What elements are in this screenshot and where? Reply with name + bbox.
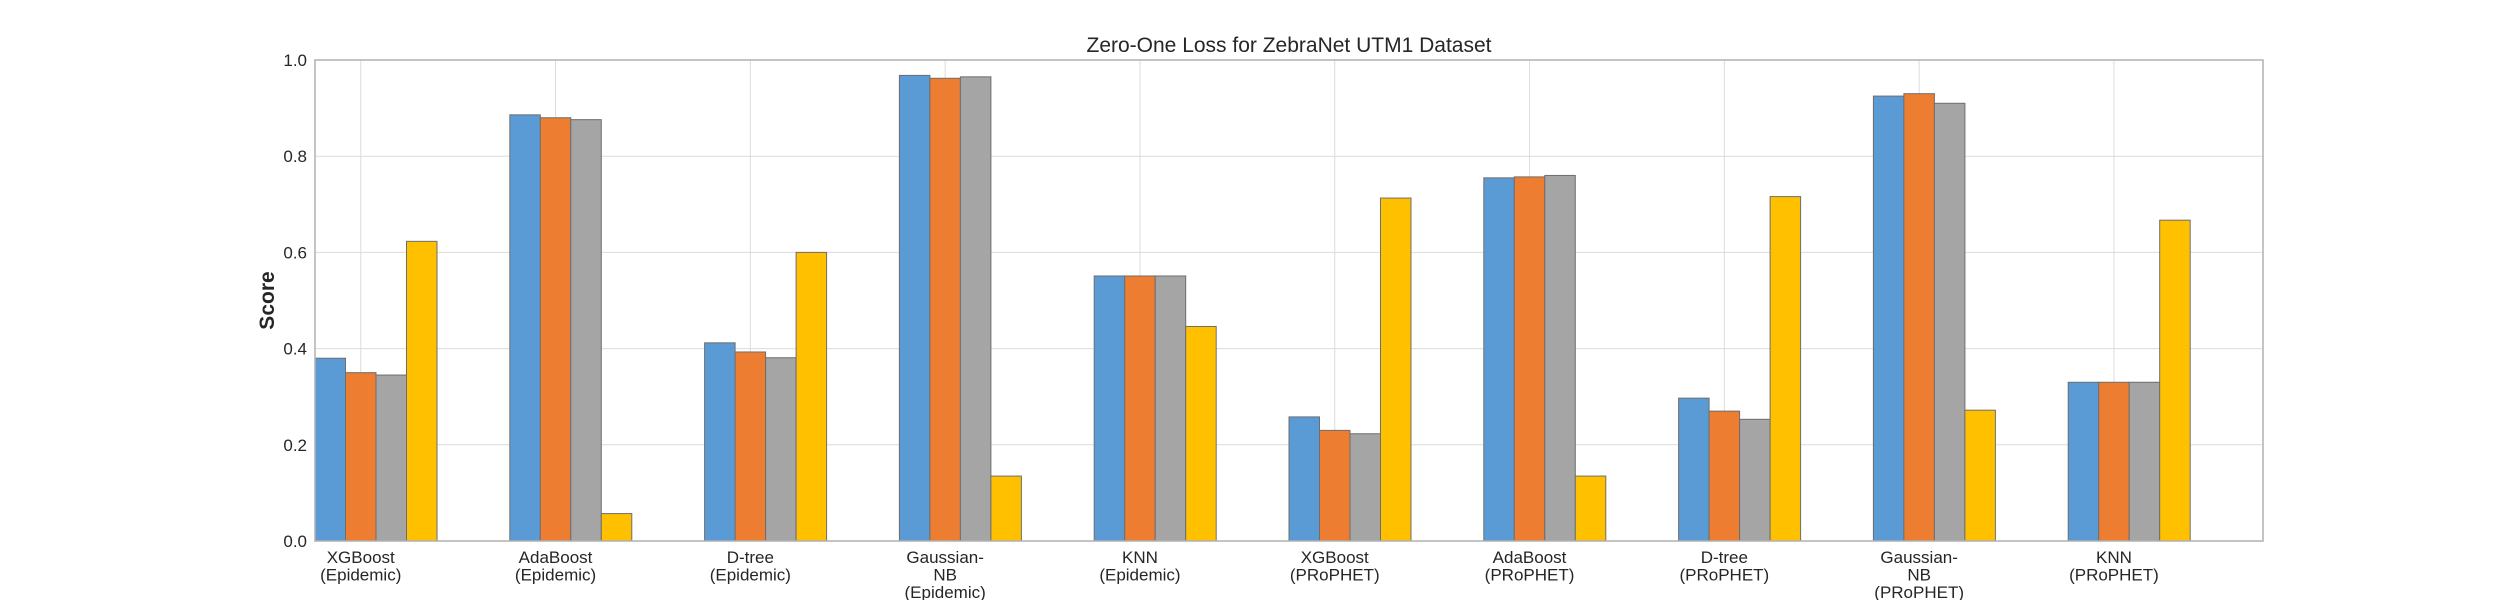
bar: [345, 372, 377, 542]
bar: [1903, 93, 1935, 542]
y-tick-labels: 0.0 0.2 0.4 0.6 0.8 1.0: [283, 51, 307, 551]
chart-title: Zero-One Loss for ZebraNet UTM1 Dataset: [1087, 34, 1492, 57]
y-tick-label: 1.0: [283, 51, 307, 70]
bar: [734, 351, 767, 542]
x-category-label: D-tree (Epidemic): [710, 548, 791, 585]
bar: [959, 76, 992, 542]
bar: [929, 77, 961, 542]
x-category-label: AdaBoost (PRoPHET): [1485, 548, 1575, 585]
bar: [2098, 381, 2130, 542]
bar: [1349, 433, 1381, 542]
y-tick-label: 0.6: [283, 243, 307, 262]
x-category-labels: XGBoost (Epidemic) AdaBoost (Epidemic) D-tre…: [320, 548, 2159, 602]
y-tick-label: 0.2: [283, 436, 307, 455]
bar: [2067, 381, 2100, 542]
bar: [1964, 409, 1996, 542]
bar: [539, 117, 572, 542]
bar: [600, 513, 633, 542]
bar: [1288, 416, 1320, 542]
x-category-label: AdaBoost (Epidemic): [515, 548, 596, 585]
x-category-label: KNN (PRoPHET): [2069, 548, 2159, 585]
bar: [795, 251, 828, 542]
y-axis-label: Score: [256, 271, 279, 329]
bar: [1124, 275, 1156, 542]
bar: [1708, 410, 1741, 542]
bar: [375, 374, 407, 542]
bar: [704, 342, 736, 542]
x-category-label: KNN (Epidemic): [1099, 548, 1180, 585]
bar: [765, 357, 797, 542]
x-category-label: Gaussian-NB (Epidemic): [905, 548, 986, 600]
x-category-label: XGBoost (PRoPHET): [1290, 548, 1380, 585]
bar: [1380, 197, 1412, 542]
bar: [1483, 177, 1515, 542]
bar: [2128, 381, 2161, 542]
y-tick-label: 0.8: [283, 147, 307, 166]
bar: [1739, 418, 1771, 542]
bar: [1513, 176, 1546, 542]
bar: [1154, 275, 1187, 542]
x-category-label: Gaussian-NB (PRoPHET): [1874, 548, 1964, 600]
bar: [1544, 174, 1576, 542]
bar: [990, 475, 1022, 542]
y-tick-label: 0.0: [283, 532, 307, 551]
bar: [1574, 475, 1607, 542]
bar: [570, 119, 602, 542]
bar: [1872, 95, 1905, 542]
bar: [1678, 397, 1710, 542]
bar: [406, 240, 438, 542]
bar: [1933, 102, 1966, 542]
bar: [1093, 275, 1126, 542]
bar: [509, 114, 541, 542]
bar: [1769, 196, 1802, 542]
bar: [2159, 219, 2191, 542]
bar: [314, 357, 346, 542]
y-tick-label: 0.4: [283, 340, 307, 359]
x-category-label: XGBoost (Epidemic): [320, 548, 401, 585]
bar-layer: [314, 74, 2191, 542]
bar: [898, 74, 931, 542]
bar: [1185, 325, 1217, 542]
x-category-label: D-tree (PRoPHET): [1679, 548, 1769, 585]
plot-frame: [314, 59, 2264, 542]
bar: [1319, 429, 1351, 542]
